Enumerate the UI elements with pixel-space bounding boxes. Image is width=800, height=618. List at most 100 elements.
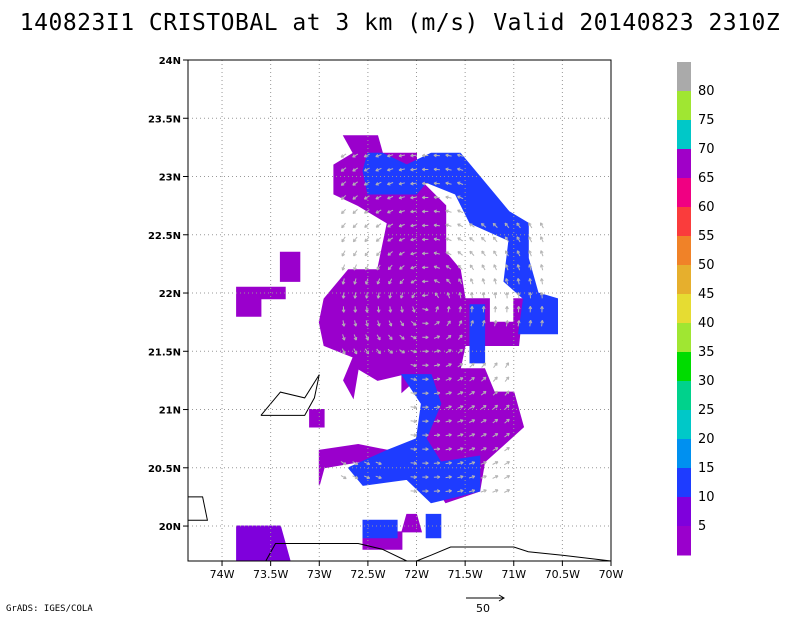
wind-vector xyxy=(398,223,405,228)
wind-vector xyxy=(540,250,544,257)
wind-vector xyxy=(353,292,358,299)
wind-vector xyxy=(445,391,452,395)
wind-vector xyxy=(399,334,405,340)
wind-vector xyxy=(445,419,452,423)
wind-vector xyxy=(470,320,474,327)
wind-vector xyxy=(445,181,452,186)
wind-vector xyxy=(353,306,358,313)
x-tick-label: 73.5W xyxy=(253,568,288,581)
wind-vector xyxy=(504,362,509,369)
wind-vector xyxy=(410,433,417,438)
wind-vector xyxy=(445,223,452,228)
colorbar-swatch xyxy=(677,323,691,353)
wind-vector xyxy=(387,251,393,256)
wind-vector xyxy=(492,433,499,438)
wind-vector xyxy=(387,153,394,158)
wind-vector xyxy=(480,433,487,438)
wind-vector xyxy=(422,419,429,424)
speed-region-10-15-4 xyxy=(425,513,442,539)
wind-vector xyxy=(364,236,370,243)
wind-vector xyxy=(410,391,417,396)
wind-vector xyxy=(445,237,452,242)
y-tick-label: 20.5N xyxy=(148,464,181,475)
wind-vector xyxy=(540,222,544,229)
wind-vector xyxy=(480,447,487,451)
wind-vector xyxy=(422,447,429,452)
wind-vector xyxy=(434,292,440,299)
wind-vector xyxy=(446,278,451,284)
speed-region-5-10-1 xyxy=(279,251,301,282)
wind-vector xyxy=(422,237,429,242)
wind-vector xyxy=(411,306,416,313)
wind-vector xyxy=(422,307,429,312)
wind-vector xyxy=(353,264,357,271)
wind-vector xyxy=(376,306,381,313)
wind-vector xyxy=(433,195,440,200)
wind-vector xyxy=(398,237,405,242)
wind-vector xyxy=(387,237,394,242)
wind-vector xyxy=(528,278,532,285)
wind-vector xyxy=(445,265,452,270)
wind-vector xyxy=(457,153,464,158)
wind-vector xyxy=(457,363,464,368)
wind-vector xyxy=(375,237,382,242)
wind-vector xyxy=(353,250,358,257)
coastline-segment xyxy=(260,374,320,416)
wind-vector xyxy=(458,320,463,327)
wind-vector xyxy=(410,265,417,270)
wind-vector xyxy=(480,489,487,493)
wind-vector xyxy=(516,222,521,229)
wind-vector xyxy=(457,223,464,228)
wind-vector xyxy=(481,264,486,271)
wind-vector xyxy=(398,251,405,256)
wind-vector xyxy=(410,447,417,452)
wind-vector xyxy=(504,236,510,243)
wind-vector xyxy=(445,153,452,158)
colorbar-swatch xyxy=(677,62,691,92)
wind-vector xyxy=(341,278,346,285)
wind-vector xyxy=(400,306,404,313)
coastline xyxy=(188,374,612,562)
colorbar-label: 35 xyxy=(698,345,715,360)
wind-vector xyxy=(433,447,441,451)
wind-vector xyxy=(528,292,533,299)
wind-vector xyxy=(457,209,464,214)
wind-vector xyxy=(445,489,452,493)
colorbar-swatch xyxy=(677,381,691,411)
y-tick-label: 22.5N xyxy=(148,231,181,242)
speed-region-5-10-2 xyxy=(236,286,286,317)
coastline-segment xyxy=(265,543,408,562)
wind-vector xyxy=(387,223,394,228)
wind-vector xyxy=(422,321,429,326)
colorbar-label: 80 xyxy=(698,84,715,99)
wind-vector xyxy=(445,334,452,340)
wind-vector xyxy=(422,209,429,214)
wind-vector xyxy=(493,362,498,368)
colorbar-swatch xyxy=(677,468,691,498)
wind-vector xyxy=(340,461,347,466)
colorbar-swatch xyxy=(677,91,691,121)
wind-vector xyxy=(480,461,487,465)
wind-vector xyxy=(352,222,358,229)
colorbar-label: 65 xyxy=(698,171,715,186)
wind-vector xyxy=(341,334,346,341)
wind-vector xyxy=(457,489,464,493)
colorbar-swatch xyxy=(677,352,691,382)
x-tick-label: 73W xyxy=(307,568,332,581)
colorbar-swatch xyxy=(677,236,691,266)
wind-vector xyxy=(410,209,417,214)
wind-vector xyxy=(422,181,429,186)
wind-vector xyxy=(433,223,440,228)
wind-vector xyxy=(398,195,405,200)
wind-vector xyxy=(398,181,405,186)
y-tick-label: 22N xyxy=(159,289,181,300)
wind-vector xyxy=(457,167,464,172)
wind-vector xyxy=(446,320,451,327)
wind-vector xyxy=(493,320,498,327)
reference-vector-label: 50 xyxy=(476,602,490,615)
y-tick-label: 23.5N xyxy=(148,114,181,125)
wind-vector xyxy=(516,292,521,299)
wind-vector xyxy=(469,433,476,437)
x-tick-label: 71.5W xyxy=(447,568,482,581)
